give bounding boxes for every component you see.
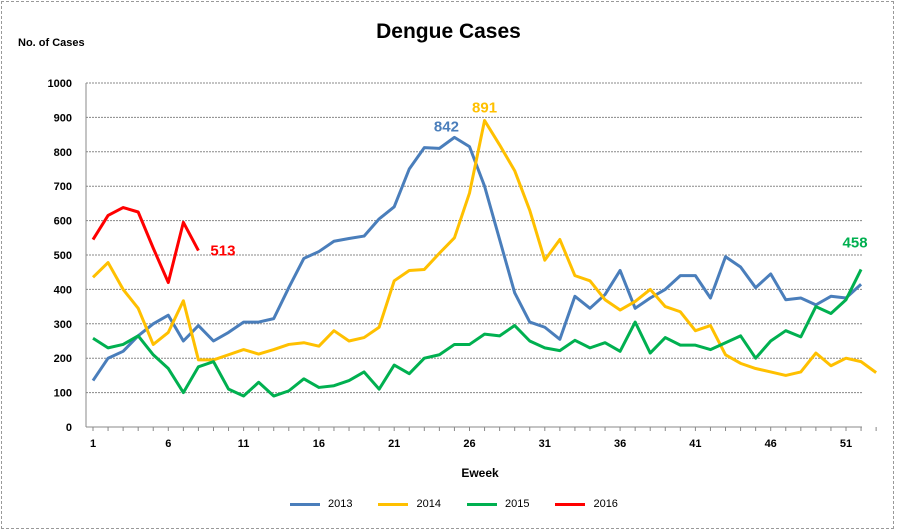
y-axis-label: No. of Cases xyxy=(18,37,85,49)
legend-swatch xyxy=(555,502,586,506)
x-tick-label: 31 xyxy=(539,438,551,450)
legend-item-2014: 2014 xyxy=(378,498,441,510)
legend-label: 2016 xyxy=(593,498,618,510)
legend-label: 2013 xyxy=(328,498,353,510)
data-label-2013: 842 xyxy=(434,118,459,135)
legend-item-2016: 2016 xyxy=(555,498,618,510)
data-label-2015: 458 xyxy=(843,234,868,251)
series-line-2013 xyxy=(91,135,863,382)
y-tick-label: 700 xyxy=(54,181,72,193)
series-line-2014 xyxy=(91,118,878,377)
y-tick-label: 900 xyxy=(54,112,72,124)
x-axis-label: Eweek xyxy=(461,466,499,480)
x-tick-label: 1 xyxy=(90,438,96,450)
legend-label: 2015 xyxy=(504,498,530,510)
x-tick-label: 51 xyxy=(840,438,852,450)
data-label-2016: 513 xyxy=(210,243,235,260)
legend-swatch xyxy=(466,502,497,506)
x-tick-label: 41 xyxy=(689,438,701,450)
y-tick-label: 300 xyxy=(54,319,72,331)
legend-swatch xyxy=(378,502,409,506)
data-label-2014: 891 xyxy=(472,99,497,116)
x-tick-label: 16 xyxy=(313,438,325,450)
chart-title: Dengue Cases xyxy=(376,20,521,43)
x-tick-label: 11 xyxy=(238,438,250,450)
series-line-2015 xyxy=(92,268,863,398)
legend-swatch xyxy=(290,502,320,506)
y-tick-label: 500 xyxy=(54,250,72,262)
y-tick-label: 800 xyxy=(54,147,72,159)
y-tick-label: 400 xyxy=(54,284,72,296)
x-tick-label: 26 xyxy=(463,438,475,450)
x-tick-label: 36 xyxy=(614,438,626,450)
legend-item-2015: 2015 xyxy=(466,498,530,510)
y-tick-label: 0 xyxy=(66,422,72,434)
y-tick-label: 200 xyxy=(54,353,72,365)
legend: 2013 2014 2015 2016 xyxy=(290,498,618,510)
y-tick-label: 600 xyxy=(54,216,72,228)
legend-item-2013: 2013 xyxy=(290,498,352,510)
x-tick-label: 21 xyxy=(388,438,400,450)
legend-label: 2014 xyxy=(416,498,441,510)
x-tick-label: 46 xyxy=(765,438,777,450)
y-tick-label: 100 xyxy=(54,388,72,400)
series-line-2016 xyxy=(91,206,200,285)
x-tick-label: 6 xyxy=(165,438,171,450)
y-tick-label: 1000 xyxy=(48,78,72,90)
